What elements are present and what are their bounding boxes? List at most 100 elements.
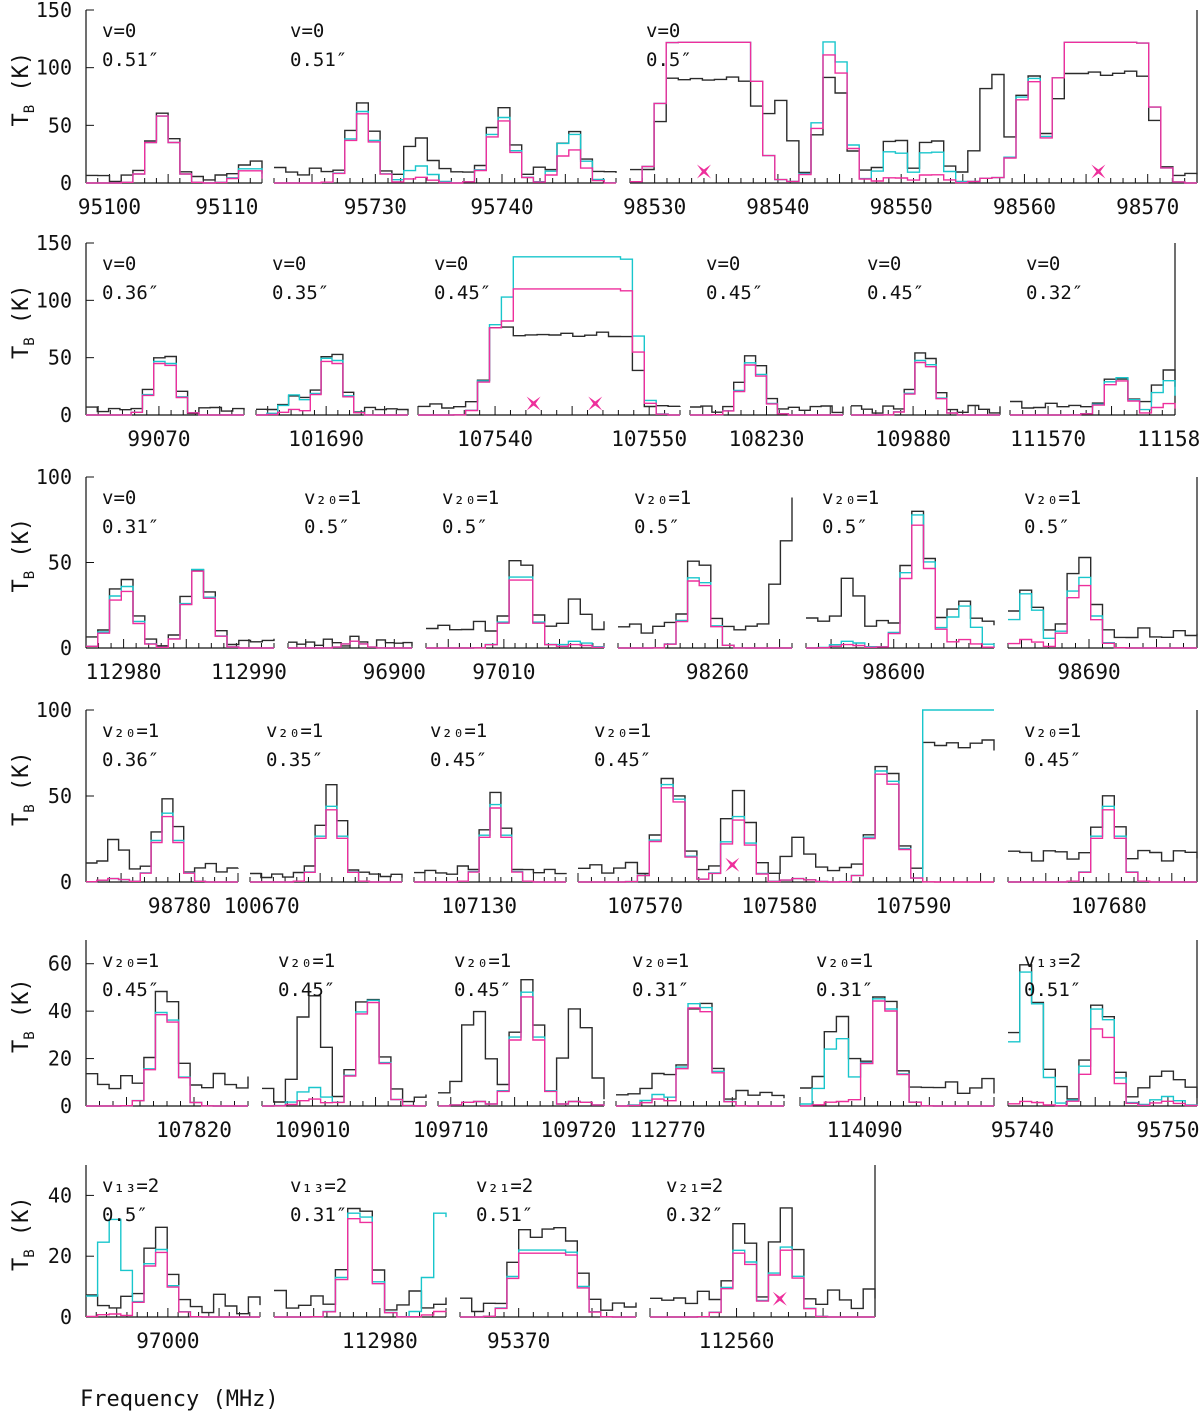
vibrational-state-label: v₂₀=1 bbox=[594, 720, 651, 742]
species-model-spectrum bbox=[630, 41, 1197, 184]
vibrational-state-label: v₂₀=1 bbox=[266, 720, 323, 742]
vibrational-state-label: v₂₀=1 bbox=[822, 487, 879, 509]
x-tick-label: 97000 bbox=[136, 1329, 199, 1353]
full-model-spectrum bbox=[86, 1218, 260, 1318]
vibrational-state-label: v=0 bbox=[272, 253, 306, 275]
y-tick-label: 0 bbox=[60, 1305, 72, 1329]
observed-spectrum bbox=[86, 355, 245, 415]
x-tick-label: 107130 bbox=[441, 894, 517, 918]
beam-size-label: 0.5″ bbox=[822, 516, 868, 538]
x-tick-label: 98690 bbox=[1057, 660, 1120, 684]
spectrum-panel: 95370 v₂₁=2 0.51″ bbox=[459, 1175, 637, 1353]
vibrational-state-label: v₂₀=1 bbox=[634, 487, 691, 509]
vibrational-state-label: v₂₀=1 bbox=[816, 950, 873, 972]
y-axis-label: TB (K) bbox=[9, 978, 38, 1053]
spectrum-panel: 107680 v₂₀=1 0.45″ bbox=[1007, 710, 1198, 918]
spectrum-panel: 98530 98540 98550 98560 98570 v=0 0.5″ bbox=[623, 10, 1198, 219]
spectrum-panel: 112560 v₂₁=2 0.32″ bbox=[649, 1165, 876, 1353]
species-model-spectrum bbox=[86, 570, 274, 649]
y-tick-label: 50 bbox=[48, 551, 72, 575]
observed-spectrum bbox=[630, 70, 1198, 177]
vibrational-state-label: v=0 bbox=[290, 20, 324, 42]
x-tick-label: 112770 bbox=[630, 1118, 706, 1142]
y-tick-label: 0 bbox=[60, 171, 72, 195]
x-tick-label: 95740 bbox=[991, 1118, 1054, 1142]
y-tick-label: 20 bbox=[48, 1047, 72, 1071]
full-model-spectrum bbox=[418, 256, 680, 416]
vibrational-state-label: v₂₀=1 bbox=[278, 950, 335, 972]
beam-size-label: 0.31″ bbox=[102, 516, 159, 538]
vibrational-state-label: v₁₃=2 bbox=[1024, 950, 1081, 972]
full-model-spectrum bbox=[630, 41, 1197, 184]
y-axis-label: TB (K) bbox=[9, 284, 38, 359]
spectrum-panel: 112980 v₁₃=2 0.31″ bbox=[273, 1175, 447, 1353]
species-model-spectrum bbox=[414, 807, 566, 883]
y-tick-label: 40 bbox=[48, 1183, 72, 1207]
beam-size-label: 0.31″ bbox=[290, 1204, 347, 1226]
x-tick-label: 107820 bbox=[156, 1118, 232, 1142]
vibrational-state-label: v=0 bbox=[1026, 253, 1060, 275]
full-model-spectrum bbox=[460, 1249, 636, 1318]
species-model-spectrum bbox=[1008, 809, 1197, 883]
x-tick-label: 95750 bbox=[1136, 1118, 1199, 1142]
vibrational-state-label: v=0 bbox=[867, 253, 901, 275]
beam-size-label: 0.32″ bbox=[666, 1204, 723, 1226]
x-tick-label: 107580 bbox=[741, 894, 817, 918]
beam-size-label: 0.5″ bbox=[1024, 516, 1070, 538]
x-tick-label: 109710 bbox=[413, 1118, 489, 1142]
vibrational-state-label: v₂₀=1 bbox=[430, 720, 487, 742]
spectrum-panel: 97010 v₂₀=1 0.5″ bbox=[425, 487, 605, 684]
x-tick-label: 100670 bbox=[224, 894, 300, 918]
observed-spectrum bbox=[460, 1227, 637, 1313]
vibrational-state-label: v₁₃=2 bbox=[290, 1175, 347, 1197]
vibrational-state-label: v=0 bbox=[102, 20, 136, 42]
vibrational-state-label: v₂₀=1 bbox=[304, 487, 361, 509]
observed-spectrum bbox=[86, 798, 239, 873]
spectrum-panel: 95740 95750 v₁₃=2 0.51″ bbox=[991, 940, 1200, 1142]
spectrum-panel: 97000 v₁₃=2 0.5″ bbox=[85, 1165, 261, 1353]
vibrational-state-label: v₂₀=1 bbox=[102, 720, 159, 742]
spectrum-panel: 111570 111580 v=0 0.32″ bbox=[1009, 243, 1200, 451]
vibrational-state-label: v=0 bbox=[706, 253, 740, 275]
species-model-spectrum bbox=[86, 115, 263, 184]
species-model-spectrum bbox=[86, 815, 238, 883]
y-axis-label: TB (K) bbox=[9, 52, 38, 127]
blend-marker bbox=[526, 396, 541, 411]
blend-marker bbox=[725, 857, 740, 872]
observed-spectrum bbox=[86, 112, 263, 183]
observed-spectrum bbox=[86, 1226, 261, 1315]
vibrational-state-label: v₂₁=2 bbox=[666, 1175, 723, 1197]
x-tick-label: 98550 bbox=[870, 195, 933, 219]
beam-size-label: 0.51″ bbox=[102, 49, 159, 71]
x-tick-label: 98780 bbox=[148, 894, 211, 918]
spectrum-panel: 109710 109720 v₂₀=1 0.45″ bbox=[413, 950, 617, 1142]
species-model-spectrum bbox=[690, 364, 843, 416]
observed-spectrum bbox=[274, 102, 617, 176]
spectrum-panel: 98780 v₂₀=1 0.36″ bbox=[85, 709, 239, 918]
observed-spectrum bbox=[250, 784, 403, 879]
x-tick-label: 111570 bbox=[1010, 427, 1086, 451]
spectrum-panel: 109010 v₂₀=1 0.45″ bbox=[261, 950, 427, 1142]
x-tick-label: 107590 bbox=[876, 894, 952, 918]
beam-size-label: 0.31″ bbox=[816, 979, 873, 1001]
full-model-spectrum bbox=[616, 1003, 784, 1107]
beam-size-label: 0.36″ bbox=[102, 282, 159, 304]
species-model-spectrum bbox=[1008, 1028, 1198, 1107]
y-tick-label: 50 bbox=[48, 346, 72, 370]
species-model-spectrum bbox=[1008, 584, 1197, 649]
spectrum-panel: 98260 v₂₀=1 0.5″ bbox=[617, 487, 793, 684]
x-tick-label: 107570 bbox=[607, 894, 683, 918]
observed-spectrum bbox=[86, 990, 249, 1090]
species-model-spectrum bbox=[250, 809, 402, 883]
y-axis-label: TB (K) bbox=[9, 518, 38, 593]
beam-size-label: 0.45″ bbox=[1024, 749, 1081, 771]
x-axis-label: Frequency (MHz) bbox=[80, 1387, 279, 1412]
full-model-spectrum bbox=[256, 357, 408, 416]
species-model-spectrum bbox=[806, 524, 995, 649]
x-tick-label: 108230 bbox=[729, 427, 805, 451]
spectrum-panel: 99070 v=0 0.36″ bbox=[85, 242, 245, 451]
spectrum-panel: 107570 107580 107590 v₂₀=1 0.45″ bbox=[577, 709, 995, 918]
beam-size-label: 0.36″ bbox=[102, 749, 159, 771]
vibrational-state-label: v₂₀=1 bbox=[632, 950, 689, 972]
beam-size-label: 0.31″ bbox=[632, 979, 689, 1001]
